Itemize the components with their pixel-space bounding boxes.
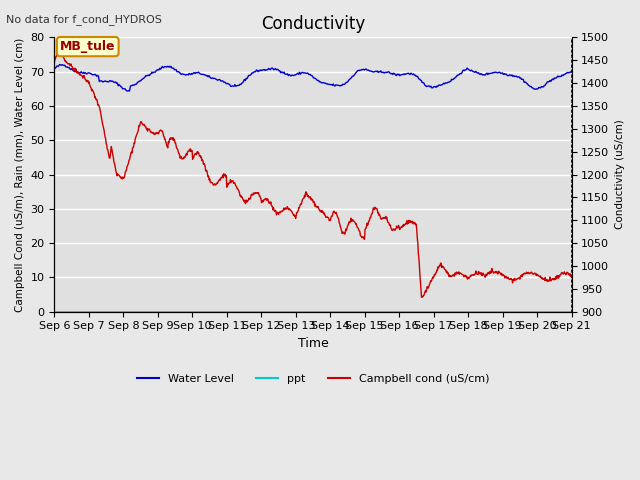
Text: MB_tule: MB_tule (60, 40, 115, 53)
X-axis label: Time: Time (298, 337, 328, 350)
Title: Conductivity: Conductivity (261, 15, 365, 33)
Y-axis label: Campbell Cond (uS/m), Rain (mm), Water Level (cm): Campbell Cond (uS/m), Rain (mm), Water L… (15, 37, 25, 312)
Y-axis label: Conductivity (uS/cm): Conductivity (uS/cm) (615, 120, 625, 229)
Legend: Water Level, ppt, Campbell cond (uS/cm): Water Level, ppt, Campbell cond (uS/cm) (132, 370, 494, 388)
Text: No data for f_cond_HYDROS: No data for f_cond_HYDROS (6, 14, 163, 25)
